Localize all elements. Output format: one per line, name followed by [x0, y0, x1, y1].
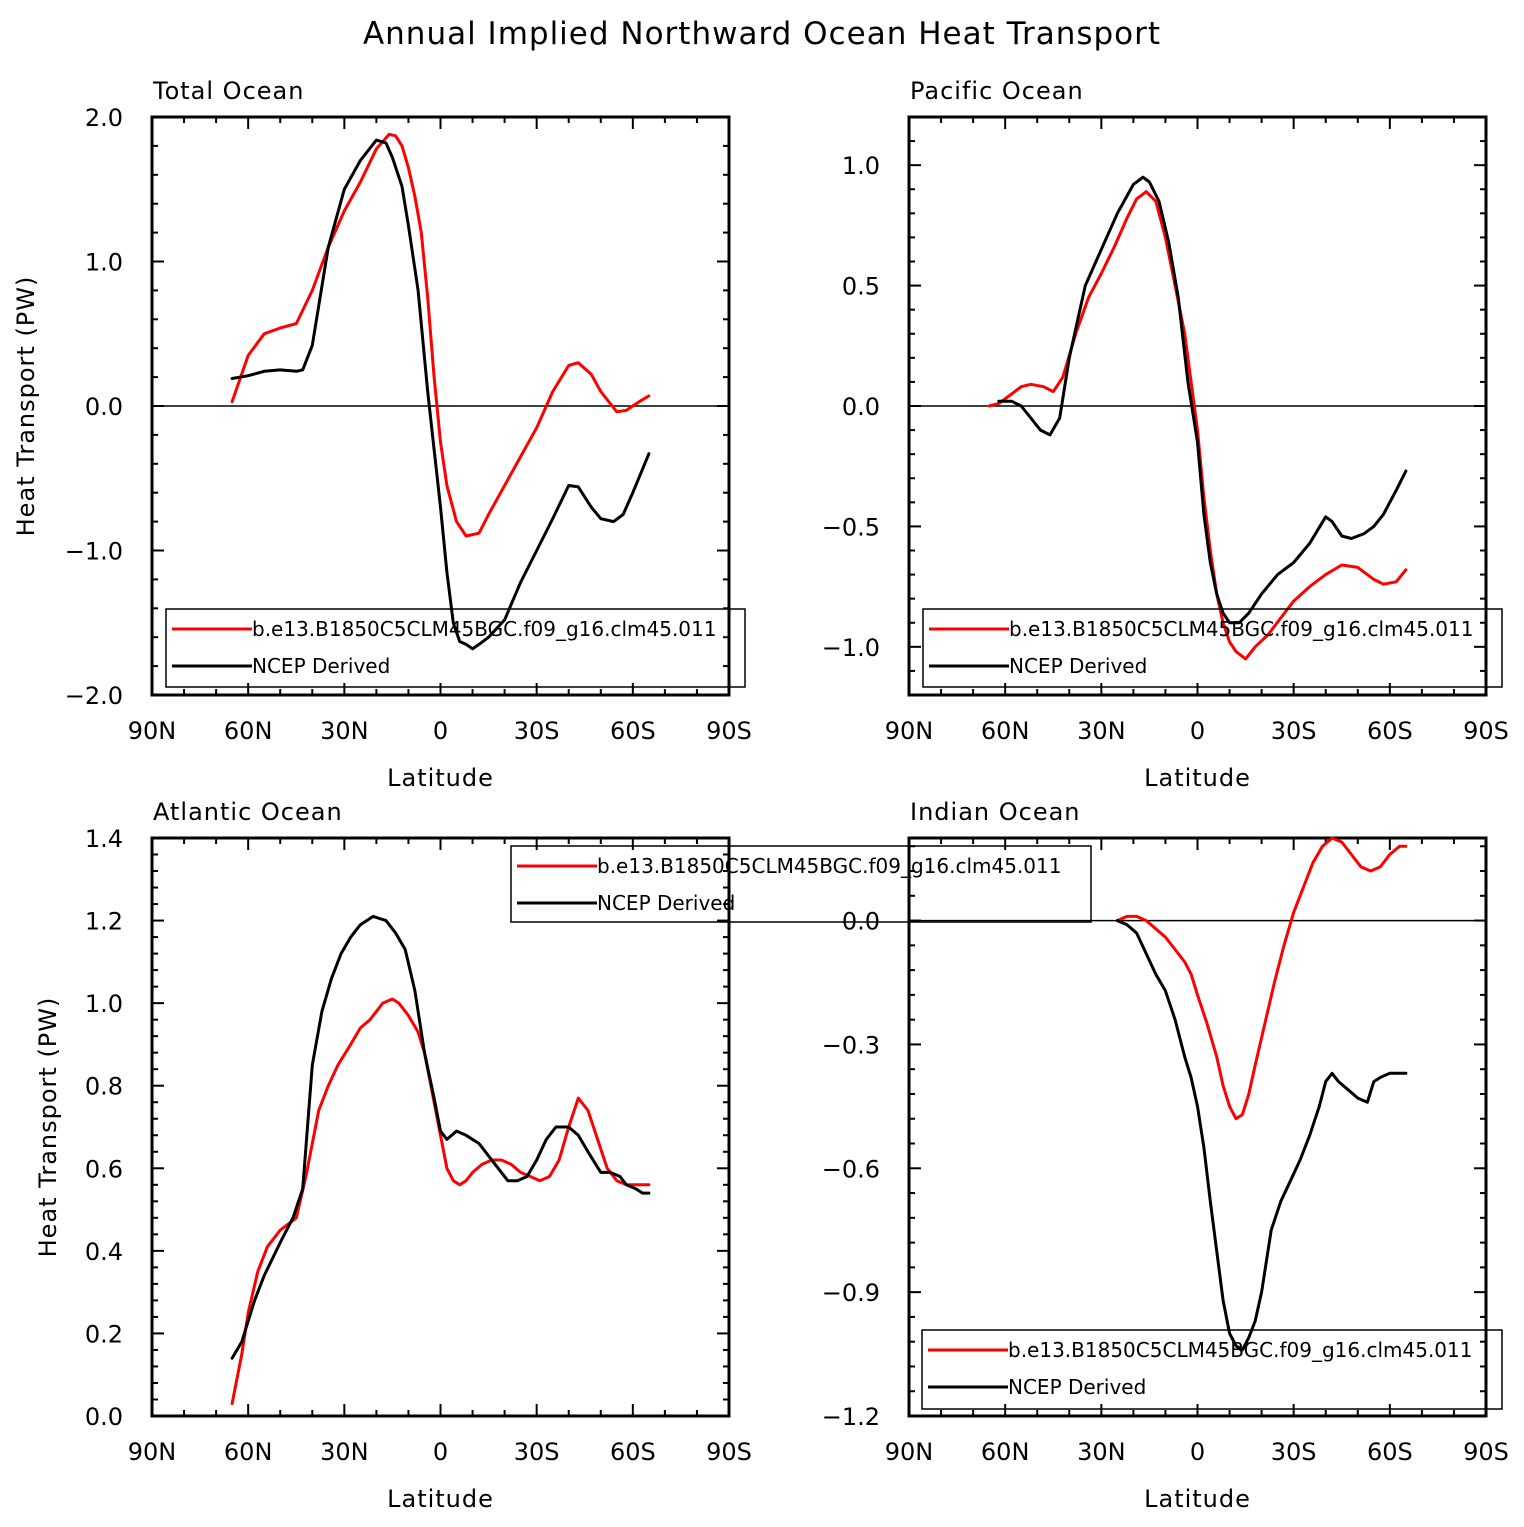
legend-label: NCEP Derived	[1009, 654, 1147, 678]
x-tick-label: 30S	[514, 717, 560, 745]
legend-label: b.e13.B1850C5CLM45BGC.f09_g16.clm45.011	[252, 617, 716, 641]
x-tick-label: 30S	[1271, 1438, 1317, 1466]
legend: b.e13.B1850C5CLM45BGC.f09_g16.clm45.011 N…	[921, 1329, 1503, 1410]
y-tick-label: 0.0	[842, 393, 880, 421]
legend-box	[922, 608, 1503, 688]
x-axis-label: Latitude	[1144, 764, 1251, 792]
obs-series-line	[1115, 919, 1408, 1352]
y-tick-label: 0.4	[85, 1238, 123, 1266]
y-tick-label: 1.0	[842, 152, 880, 180]
x-tick-label: 0	[433, 1438, 448, 1466]
obs-series-line	[230, 138, 651, 651]
y-tick-label: 0.6	[85, 1155, 123, 1183]
chart-panel: Indian Ocean 90N 60N 30N 0 30S 60S 90S −1.2 −0.9 −…	[822, 798, 1509, 1513]
x-tick-label: 30S	[1271, 717, 1317, 745]
x-tick-label: 60N	[981, 717, 1030, 745]
y-tick-label: −0.5	[822, 513, 880, 541]
y-axis-label: Heat Transport (PW)	[12, 276, 40, 537]
legend-box	[165, 608, 746, 688]
x-tick-label: 90N	[128, 1438, 177, 1466]
x-tick-label: 90N	[128, 717, 177, 745]
x-tick-label: 60N	[224, 717, 273, 745]
x-tick-label: 60S	[610, 1438, 656, 1466]
y-tick-label: 1.4	[85, 825, 123, 853]
y-tick-label: −0.9	[822, 1279, 880, 1307]
y-axis-label: Heat Transport (PW)	[34, 997, 62, 1258]
x-axis-label: Latitude	[1144, 1485, 1251, 1513]
y-tick-label: −2.0	[65, 682, 123, 710]
x-tick-label: 90S	[706, 1438, 752, 1466]
x-tick-label: 90N	[885, 1438, 934, 1466]
y-tick-label: 0.0	[85, 1403, 123, 1431]
model-series-line	[230, 997, 651, 1406]
y-tick-label: 0.0	[842, 908, 880, 936]
panel-title: Total Ocean	[152, 77, 304, 105]
legend-label: b.e13.B1850C5CLM45BGC.f09_g16.clm45.011	[1009, 617, 1473, 641]
figure-title: Annual Implied Northward Ocean Heat Tran…	[363, 16, 1161, 52]
x-tick-label: 30N	[1077, 1438, 1126, 1466]
y-tick-label: −1.0	[65, 538, 123, 566]
x-tick-label: 90S	[1463, 1438, 1509, 1466]
y-tick-label: −0.3	[822, 1031, 880, 1059]
y-tick-label: 1.0	[85, 990, 123, 1018]
y-tick-label: 2.0	[85, 104, 123, 132]
model-series-line	[230, 132, 651, 538]
x-tick-label: 30N	[320, 717, 369, 745]
x-tick-label: 0	[1190, 717, 1205, 745]
x-tick-label: 60S	[1367, 1438, 1413, 1466]
y-tick-label: 1.0	[85, 249, 123, 277]
x-tick-label: 60S	[610, 717, 656, 745]
x-tick-label: 60S	[1367, 717, 1413, 745]
obs-series-line	[997, 175, 1408, 625]
legend: b.e13.B1850C5CLM45BGC.f09_g16.clm45.011 N…	[510, 845, 1092, 923]
y-tick-label: 0.8	[85, 1073, 123, 1101]
obs-series-line	[230, 914, 651, 1360]
x-tick-label: 90S	[706, 717, 752, 745]
x-tick-label: 0	[433, 717, 448, 745]
y-tick-label: −1.0	[822, 634, 880, 662]
x-axis-label: Latitude	[387, 1485, 494, 1513]
chart-panel: Atlantic Ocean 90N 60N 30N 0 30S 60S 90S 0.0 0.2 0…	[34, 798, 1092, 1513]
model-series-line	[987, 190, 1408, 661]
y-tick-label: 0.5	[842, 273, 880, 301]
model-series-line	[1115, 836, 1408, 1121]
x-tick-label: 30N	[320, 1438, 369, 1466]
panels: Total Ocean 90N 60N 30N 0 30S 60S 90S −2.0 −1.0 0.…	[12, 77, 1509, 1513]
x-axis-label: Latitude	[387, 764, 494, 792]
legend-label: NCEP Derived	[1008, 1375, 1146, 1399]
y-tick-label: −1.2	[822, 1403, 880, 1431]
x-tick-label: 90S	[1463, 717, 1509, 745]
y-tick-label: 0.0	[85, 393, 123, 421]
legend: b.e13.B1850C5CLM45BGC.f09_g16.clm45.011 N…	[922, 608, 1503, 688]
panel-title: Atlantic Ocean	[153, 798, 343, 826]
x-tick-label: 30S	[514, 1438, 560, 1466]
x-tick-label: 0	[1190, 1438, 1205, 1466]
legend-label: b.e13.B1850C5CLM45BGC.f09_g16.clm45.011	[597, 854, 1061, 878]
x-tick-label: 30N	[1077, 717, 1126, 745]
x-tick-label: 60N	[981, 1438, 1030, 1466]
legend-label: NCEP Derived	[252, 654, 390, 678]
legend-box	[921, 1329, 1503, 1410]
chart-panel: Total Ocean 90N 60N 30N 0 30S 60S 90S −2.0 −1.0 0.…	[12, 77, 752, 792]
x-tick-label: 60N	[224, 1438, 273, 1466]
legend-label: b.e13.B1850C5CLM45BGC.f09_g16.clm45.011	[1008, 1338, 1472, 1362]
legend-box	[510, 845, 1092, 923]
chart-panel: Pacific Ocean 90N 60N 30N 0 30S 60S 90S −1.0 −0.5…	[822, 77, 1509, 792]
legend: b.e13.B1850C5CLM45BGC.f09_g16.clm45.011 N…	[165, 608, 746, 688]
y-tick-label: 1.2	[85, 908, 123, 936]
y-tick-label: −0.6	[822, 1155, 880, 1183]
panel-title: Indian Ocean	[910, 798, 1081, 826]
legend-label: NCEP Derived	[597, 891, 735, 915]
panel-title: Pacific Ocean	[910, 77, 1084, 105]
x-tick-label: 90N	[885, 717, 934, 745]
y-tick-label: 0.2	[85, 1320, 123, 1348]
